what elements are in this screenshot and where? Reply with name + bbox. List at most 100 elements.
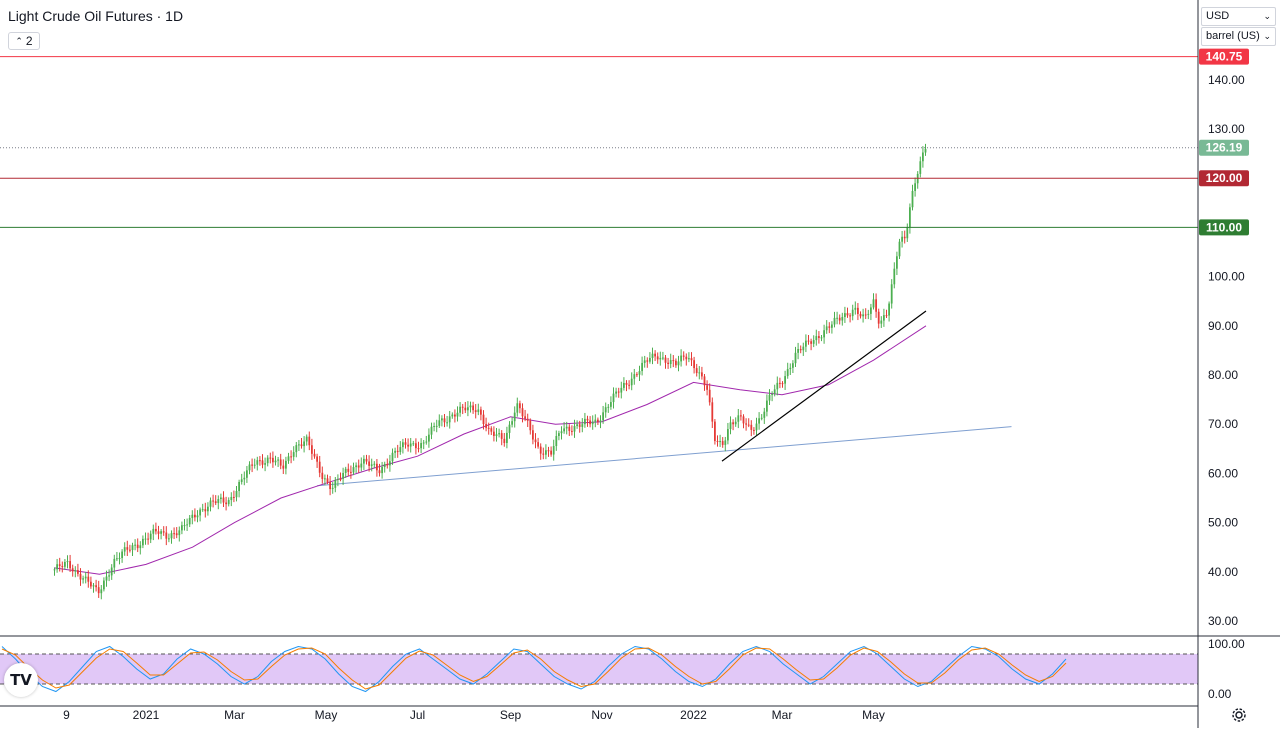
candle-body <box>706 385 708 390</box>
candle <box>877 308 880 329</box>
candle <box>261 454 264 469</box>
candle <box>175 527 178 539</box>
candle <box>506 426 508 449</box>
price-level-tag <box>1199 139 1249 156</box>
candle-body <box>363 458 365 464</box>
candle <box>703 374 706 391</box>
candle <box>404 438 407 449</box>
candle-body <box>417 448 420 450</box>
candle <box>303 436 305 453</box>
candle <box>482 410 485 430</box>
candle <box>862 308 864 323</box>
candle-body <box>607 406 610 408</box>
candle-body <box>568 426 571 431</box>
candle-body <box>677 361 680 366</box>
indicators-toggle-button[interactable]: ⌃ 2 <box>8 32 40 50</box>
candle-body <box>810 341 812 344</box>
candle-body <box>870 307 872 314</box>
candle <box>734 417 737 427</box>
candle <box>443 413 446 428</box>
candle <box>165 526 168 546</box>
candle-body <box>212 500 214 502</box>
unit-select[interactable]: barrel (US) ⌄ <box>1201 27 1276 46</box>
candle <box>420 438 422 454</box>
candle <box>61 561 64 573</box>
candle-body <box>807 340 810 342</box>
candle-body <box>703 376 706 386</box>
candle-body <box>160 531 162 534</box>
candle <box>118 552 121 565</box>
candle-body <box>742 416 745 424</box>
candle-body <box>591 421 594 425</box>
candle-body <box>191 514 194 518</box>
candle <box>558 430 560 441</box>
candle-body <box>282 465 285 469</box>
candle <box>742 414 745 429</box>
candle-body <box>175 533 178 536</box>
price-level-label: 140.75 <box>1199 48 1249 65</box>
candle-body <box>69 561 71 569</box>
candle-body <box>708 389 711 403</box>
candle <box>467 401 469 417</box>
currency-select[interactable]: USD ⌄ <box>1201 7 1276 26</box>
candle <box>534 433 537 449</box>
candle-body <box>121 551 123 559</box>
candle-body <box>378 470 381 474</box>
candle <box>654 350 656 362</box>
candle-body <box>924 149 927 153</box>
candle <box>329 476 331 496</box>
candle <box>594 414 597 428</box>
candle-body <box>576 424 578 427</box>
candle <box>563 422 565 434</box>
candle-body <box>324 478 326 480</box>
candle <box>667 357 669 369</box>
price-pane <box>0 56 1198 600</box>
candle <box>350 465 352 479</box>
candle-body <box>534 439 537 443</box>
candle <box>438 414 441 428</box>
candle <box>290 450 292 464</box>
candle-body <box>225 502 227 505</box>
candle-body <box>500 433 503 439</box>
candle <box>633 368 636 385</box>
candle <box>155 522 157 535</box>
gear-icon[interactable] <box>1230 706 1248 724</box>
candle <box>820 335 823 342</box>
candle-body <box>625 382 628 385</box>
tradingview-logo-icon[interactable]: TV <box>4 663 38 697</box>
candle <box>646 357 649 368</box>
candle-body <box>656 356 659 360</box>
price-tick-label: 40.00 <box>1208 565 1238 579</box>
candle-body <box>776 382 779 390</box>
candle-body <box>565 426 568 429</box>
candle-body <box>617 391 620 393</box>
candle <box>253 458 256 469</box>
candle-body <box>620 387 623 393</box>
candle <box>441 415 443 427</box>
candle-body <box>498 433 500 435</box>
candle-body <box>831 324 833 328</box>
candle <box>716 435 719 447</box>
candle-body <box>441 418 443 421</box>
candle-body <box>659 357 662 360</box>
candle <box>591 415 594 430</box>
candle-body <box>911 190 914 208</box>
candle-body <box>675 360 677 366</box>
candle <box>607 404 610 413</box>
candle-body <box>214 501 217 504</box>
candle <box>357 459 360 473</box>
candle-body <box>56 564 58 570</box>
candle-body <box>890 284 893 304</box>
candle <box>199 507 201 522</box>
candle <box>227 497 230 507</box>
candle-body <box>412 443 415 445</box>
candle <box>243 471 246 486</box>
candle-body <box>90 581 92 587</box>
candle-body <box>92 585 95 587</box>
candle-body <box>259 460 261 462</box>
candle <box>469 401 472 413</box>
candle-body <box>456 412 459 417</box>
candle <box>316 453 318 468</box>
